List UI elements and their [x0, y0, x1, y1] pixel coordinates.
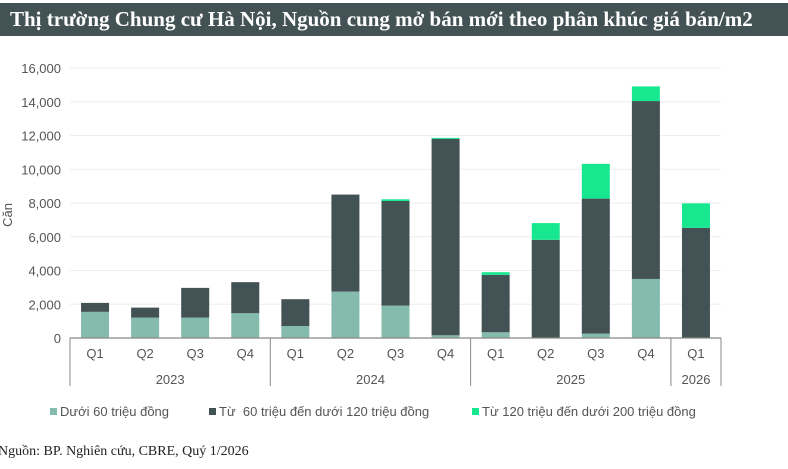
y-axis-label: Căn	[0, 203, 15, 227]
bar-segment-2	[131, 307, 160, 318]
bar-segment-3	[431, 137, 460, 139]
x-group-label: 2024	[356, 372, 385, 387]
x-tick-label: Q4	[637, 346, 654, 361]
x-group-label: 2025	[556, 372, 585, 387]
legend-swatch	[209, 408, 216, 415]
y-tick-label: 0	[54, 331, 61, 346]
bar-segment-3	[681, 203, 710, 228]
legend-swatch	[472, 408, 479, 415]
bar-segment-1	[431, 335, 460, 338]
y-tick-label: 14,000	[21, 95, 61, 110]
bar-segment-3	[581, 163, 610, 199]
bar-segment-2	[631, 101, 660, 279]
x-tick-label: Q2	[136, 346, 153, 361]
x-tick-label: Q2	[537, 346, 554, 361]
bar-segment-2	[231, 282, 260, 314]
bar-segment-2	[331, 194, 360, 292]
x-tick-label: Q3	[587, 346, 604, 361]
x-tick-label: Q4	[237, 346, 254, 361]
bar-segment-3	[481, 272, 510, 275]
legend-item-60-120: Từ 60 triệu đến dưới 120 triệu đồng	[209, 404, 429, 419]
y-tick-label: 8,000	[28, 196, 61, 211]
x-group-label: 2026	[682, 372, 711, 387]
bar-segment-1	[481, 332, 510, 338]
x-tick-label: Q1	[86, 346, 103, 361]
bar-segment-2	[381, 200, 410, 306]
legend-label: Từ 120 triệu đến dưới 200 triệu đồng	[482, 404, 696, 419]
y-tick-label: 6,000	[28, 230, 61, 245]
x-tick-label: Q2	[337, 346, 354, 361]
x-tick-label: Q4	[437, 346, 454, 361]
y-tick-label: 4,000	[28, 264, 61, 279]
bar-segment-3	[631, 86, 660, 102]
stacked-bar-chart: 0 2,000 4,000 6,000 8,000 10,000 12,000 14,000 1…	[0, 61, 722, 387]
legend-item-under-60: Dưới 60 triệu đồng	[50, 404, 169, 419]
x-group-label: 2023	[156, 372, 185, 387]
x-tick-label: Q1	[487, 346, 504, 361]
legend-label: Dưới 60 triệu đồng	[60, 404, 170, 419]
bar-segment-2	[281, 299, 310, 327]
bar-segment-1	[631, 278, 660, 338]
bar-segment-2	[431, 138, 460, 336]
bar-segment-1	[381, 305, 410, 338]
bar-segment-1	[81, 311, 110, 338]
bar-segment-2	[681, 227, 710, 338]
chart-title: Thị trường Chung cư Hà Nội, Nguồn cung m…	[0, 3, 788, 36]
y-tick-label: 10,000	[21, 162, 61, 177]
legend-label: Từ 60 triệu đến dưới 120 triệu đồng	[219, 404, 430, 419]
legend-swatch	[50, 408, 57, 415]
bar-segment-2	[531, 239, 560, 338]
legend-item-120-200: Từ 120 triệu đến dưới 200 triệu đồng	[472, 404, 696, 419]
y-tick-label: 12,000	[21, 129, 61, 144]
x-tick-label: Q3	[187, 346, 204, 361]
y-tick-label: 16,000	[21, 61, 61, 76]
bar-segment-2	[481, 274, 510, 333]
bar-segment-1	[181, 317, 210, 338]
bar-segment-2	[181, 287, 210, 318]
x-tick-label: Q1	[687, 346, 704, 361]
y-tick-label: 2,000	[28, 297, 61, 312]
bar-segment-1	[231, 313, 260, 338]
bar-segment-3	[381, 199, 410, 201]
bar-segment-2	[581, 198, 610, 334]
x-tick-label: Q3	[387, 346, 404, 361]
bar-segment-1	[331, 291, 360, 338]
bar-segment-1	[131, 317, 160, 338]
x-tick-label: Q1	[287, 346, 304, 361]
bar-segment-3	[531, 223, 560, 240]
bar-segment-1	[581, 333, 610, 338]
bar-segment-2	[81, 302, 110, 312]
bar-segment-1	[281, 326, 310, 338]
source-note: Nguồn: BP. Nghiên cứu, CBRE, Quý 1/2026	[0, 444, 249, 459]
